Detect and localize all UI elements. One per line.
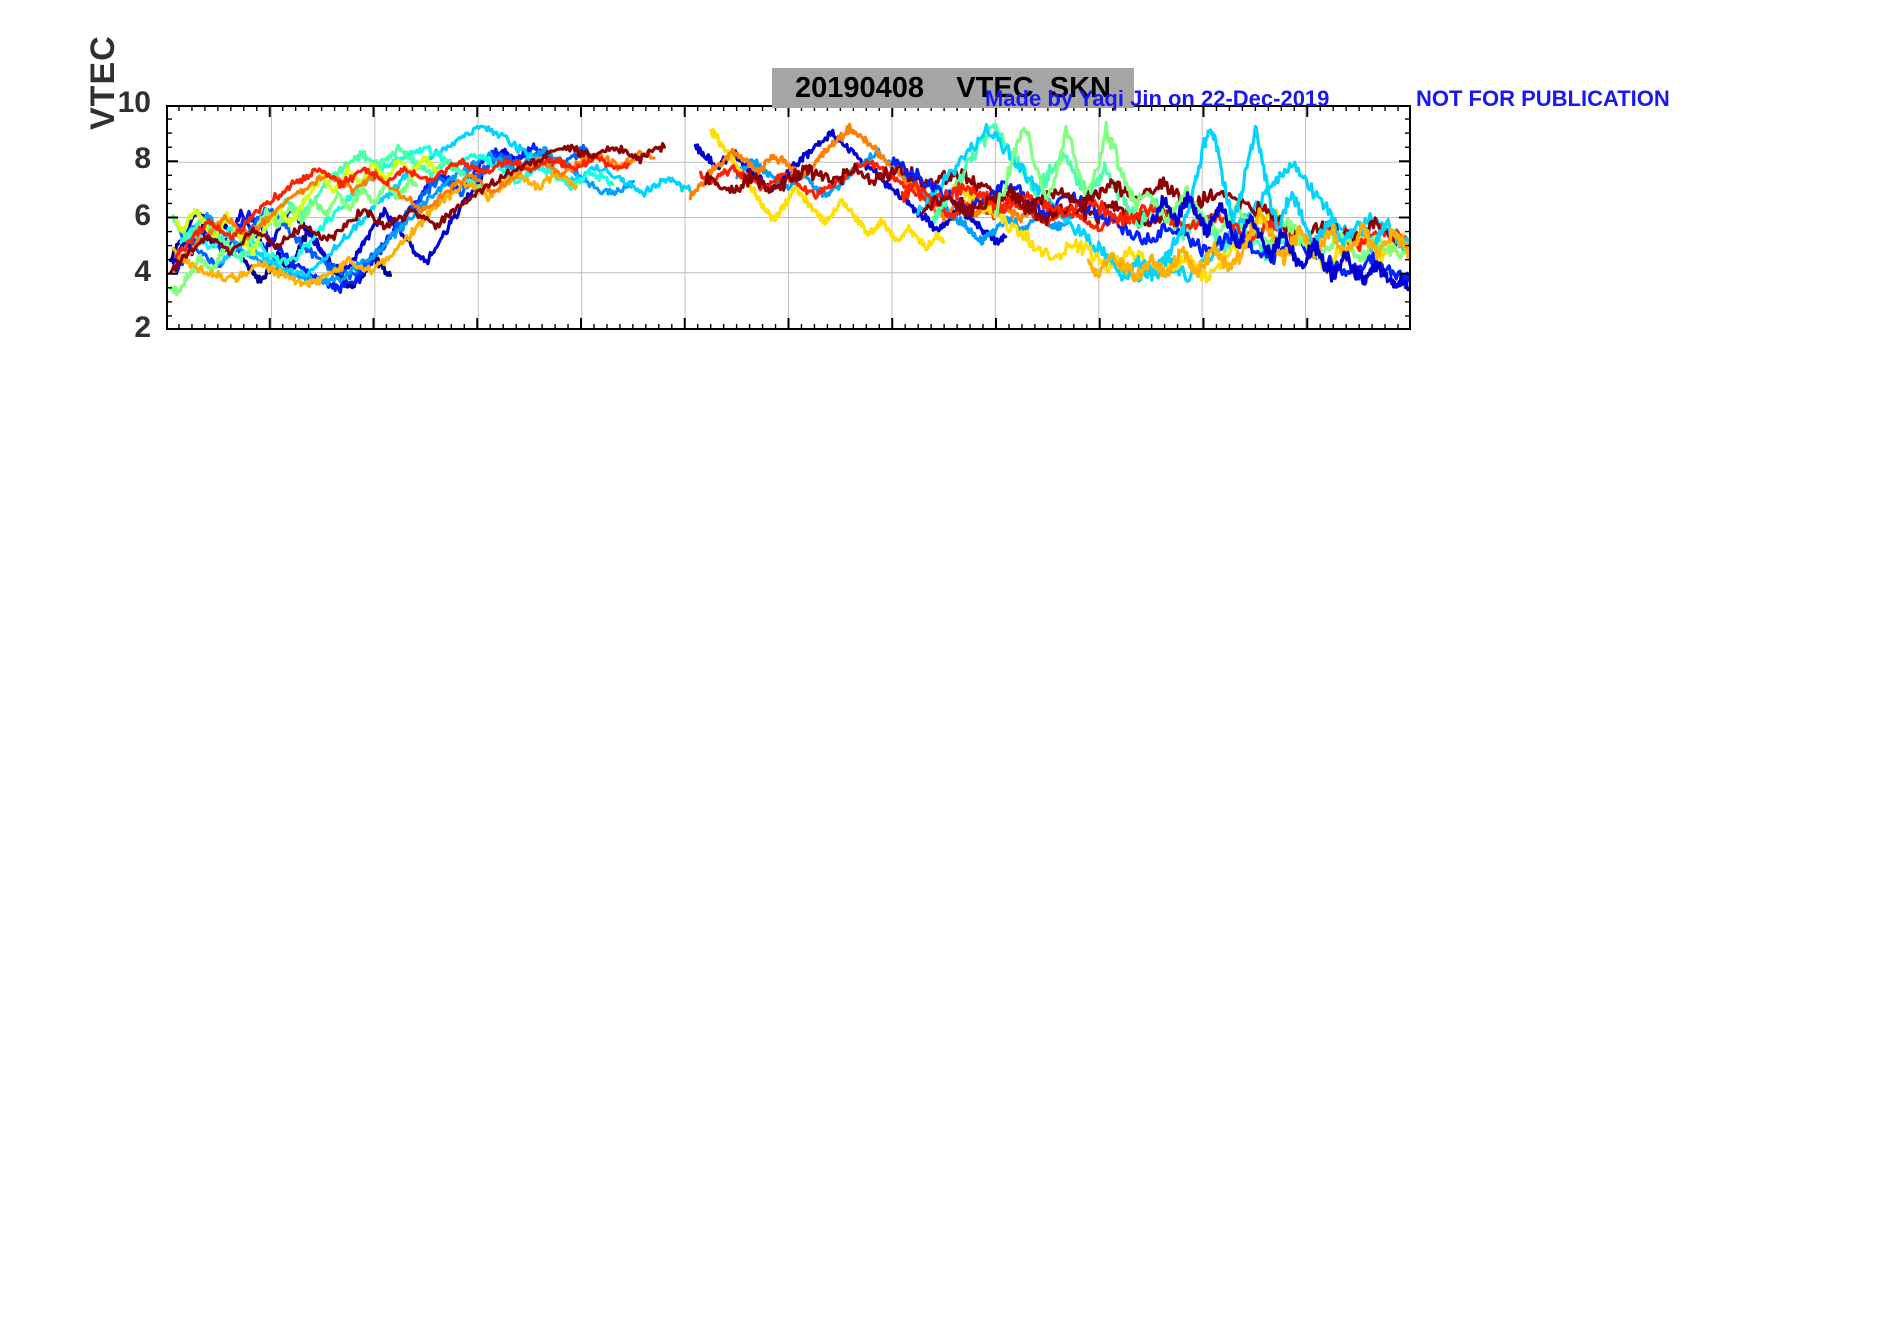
series-line-arc-15 [693, 128, 1008, 246]
series-line-arc-30 [1148, 191, 1409, 292]
series-line-arc-29 [1086, 207, 1409, 283]
credit-annotation: Made by Yaqi Jin on 22-Dec-2019 [985, 86, 1330, 111]
y-tick-label-8: 8 [134, 142, 151, 176]
chart-title: 20190408 VTEC SKN [795, 71, 1111, 104]
axes-box [166, 105, 1411, 330]
title-band: 20190408 VTEC SKN [772, 68, 1134, 108]
series-line-arc-07 [179, 144, 615, 267]
series-line-arc-18 [688, 122, 1039, 224]
y-tick-label-10: 10 [117, 86, 151, 119]
series-lines [168, 120, 1409, 297]
series-line-arc-21 [931, 122, 1287, 262]
y-tick-label-column: 10 8 6 4 2 [105, 0, 151, 420]
plot-area-wrapper: VTEC 10 8 6 4 2 [0, 0, 1902, 420]
publication-notice: NOT FOR PUBLICATION [1416, 86, 1670, 111]
y-tick-label-6: 6 [134, 198, 151, 232]
series-line-arc-06 [218, 124, 692, 278]
y-tick-label-4: 4 [134, 254, 151, 288]
series-line-arc-13 [174, 153, 630, 259]
y-tick-label-2: 2 [134, 311, 151, 344]
series-line-arc-14 [168, 142, 666, 275]
series-line-arc-11 [171, 170, 579, 289]
